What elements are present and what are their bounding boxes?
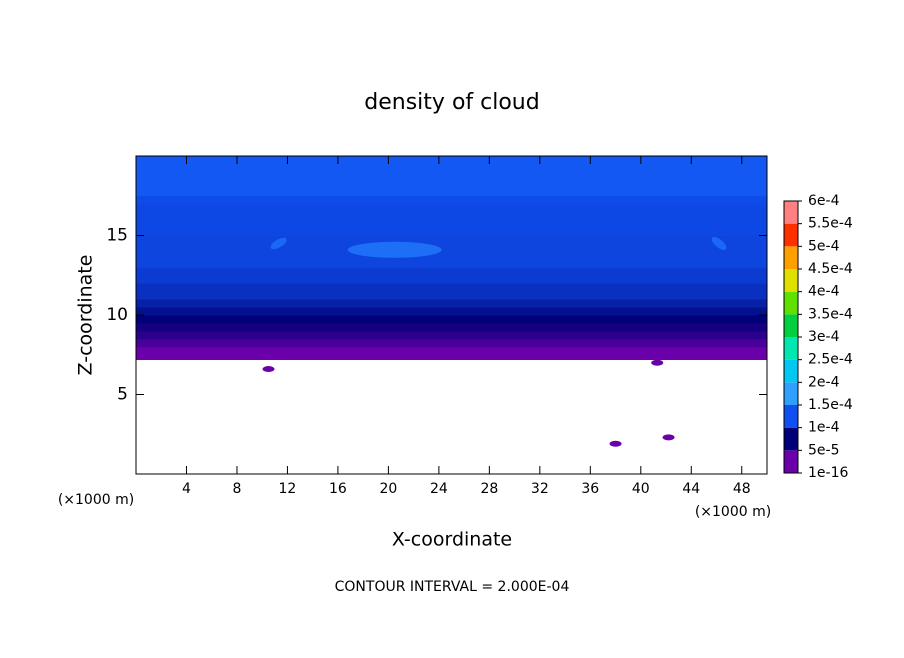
colorbar-band	[784, 382, 798, 405]
colorbar-label: 1e-4	[808, 420, 840, 436]
chart-title: density of cloud	[364, 90, 539, 115]
contour-feature	[662, 434, 675, 441]
x-tick-label: 4	[182, 481, 191, 497]
x-tick-label: 36	[581, 481, 599, 497]
x-tick-label: 28	[480, 481, 498, 497]
y-tick-label: 5	[117, 385, 128, 405]
x-tick-label: 40	[632, 481, 650, 497]
contour-layer	[136, 322, 767, 332]
x-tick-label: 24	[430, 481, 448, 497]
x-axis-label: X-coordinate	[392, 529, 512, 551]
colorbar-band	[784, 269, 798, 292]
contour-layer	[136, 203, 767, 236]
colorbar-label: 6e-4	[808, 193, 840, 209]
x-tick-label: 48	[733, 481, 751, 497]
colorbar-label: 5.5e-4	[808, 216, 853, 232]
y-axis-label: Z-coordinate	[75, 255, 97, 376]
colorbar-label: 5e-5	[808, 442, 839, 458]
x-unit: (×1000 m)	[695, 504, 771, 520]
colorbar-band	[784, 314, 798, 337]
colorbar-band	[784, 450, 798, 473]
colorbar-band	[784, 405, 798, 428]
footer: CONTOUR INTERVAL = 2.000E-04	[335, 579, 570, 595]
colorbar-band	[784, 291, 798, 315]
x-tick-label: 12	[279, 481, 297, 497]
colorbar-band	[784, 337, 798, 360]
contour-layer	[136, 156, 767, 197]
y-tick-label: 15	[106, 226, 128, 246]
colorbar-label: 1.5e-4	[808, 397, 853, 413]
contour-layer	[136, 353, 767, 361]
contour-layer	[136, 235, 767, 268]
colorbar-label: 3e-4	[808, 329, 840, 345]
colorbar-label: 1e-16	[808, 465, 848, 481]
colorbar-label: 4.5e-4	[808, 261, 853, 277]
contour-layer	[136, 330, 767, 340]
colorbar-label: 3.5e-4	[808, 306, 853, 322]
contour-feature	[609, 440, 622, 447]
contour-feature	[262, 366, 275, 373]
colorbar-band	[784, 427, 798, 451]
colorbar-label: 2.5e-4	[808, 352, 853, 368]
colorbar-band	[784, 223, 798, 247]
contour-feature	[270, 237, 287, 250]
colorbar-label: 4e-4	[808, 284, 840, 300]
contour-layer	[136, 267, 767, 284]
colorbar-band	[784, 201, 798, 224]
x-tick-label: 44	[682, 481, 700, 497]
contour-layer	[136, 283, 767, 300]
contour-layer	[136, 307, 767, 316]
y-unit: (×1000 m)	[58, 492, 134, 508]
colorbar-band	[784, 246, 798, 269]
x-tick-label: 32	[531, 481, 549, 497]
contour-layer	[136, 338, 767, 348]
contour-feature	[347, 241, 442, 258]
x-tick-label: 16	[329, 481, 347, 497]
y-tick-label: 10	[106, 305, 128, 325]
colorbar-label: 5e-4	[808, 238, 840, 254]
contour-layer	[136, 299, 767, 308]
contour-feature	[651, 359, 664, 366]
contour-layer	[136, 346, 767, 354]
contour-layer	[136, 315, 767, 324]
colorbar-band	[784, 359, 798, 383]
colorbar-label: 2e-4	[808, 374, 840, 390]
contour-feature	[711, 236, 727, 250]
x-tick-label: 8	[232, 481, 241, 497]
contour-layer	[136, 195, 767, 205]
x-tick-label: 20	[379, 481, 397, 497]
